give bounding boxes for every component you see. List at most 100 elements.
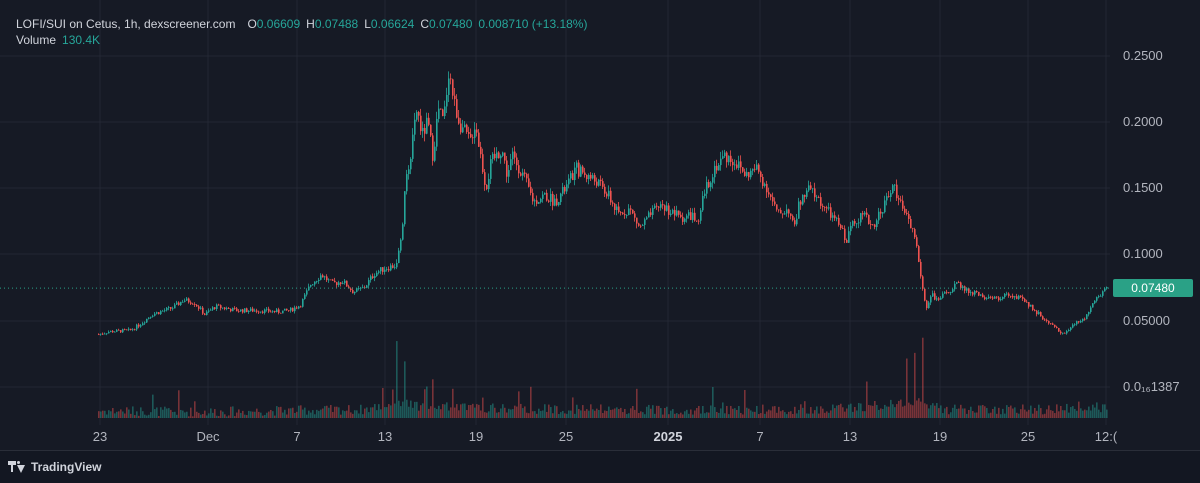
candle-body — [908, 214, 910, 219]
volume-bar — [1094, 407, 1096, 418]
candle-body — [528, 178, 530, 187]
x-tick-label: 7 — [293, 429, 300, 444]
volume-bar — [1082, 410, 1084, 418]
candle-body — [690, 212, 692, 220]
candle-body — [408, 169, 410, 175]
volume-bar — [654, 413, 656, 418]
volume-bar — [694, 410, 696, 418]
candle-body — [998, 297, 1000, 301]
candle-body — [386, 269, 388, 270]
candle-body — [760, 171, 762, 177]
high-value: 0.07488 — [314, 17, 359, 31]
candle-body — [792, 215, 794, 221]
candle-body — [224, 307, 226, 310]
y-tick-label: 0.05000 — [1123, 313, 1170, 328]
volume-bar — [142, 411, 144, 418]
candle-body — [564, 187, 566, 192]
candle-body — [442, 109, 444, 117]
volume-bar — [386, 407, 388, 418]
candle-body — [1020, 295, 1022, 297]
volume-bar — [678, 414, 680, 418]
volume-bar — [922, 337, 924, 418]
candle-body — [370, 276, 372, 281]
candle-body — [766, 183, 768, 193]
candle-body — [372, 276, 374, 278]
volume-bar — [600, 404, 602, 418]
candle-body — [278, 309, 280, 313]
candle-body — [536, 200, 538, 204]
candle-body — [226, 308, 228, 310]
volume-bar — [236, 412, 238, 418]
candle-body — [394, 267, 396, 269]
candle-body — [220, 305, 222, 309]
time-axis[interactable]: 23 Dec 7 13 19 25 2025 7 13 19 25 12:( — [93, 429, 1118, 444]
tradingview-logo[interactable]: TradingView — [8, 460, 101, 474]
volume-bar — [946, 406, 948, 418]
volume-bar — [558, 413, 560, 418]
candle-body — [592, 175, 594, 179]
price-chart[interactable]: 0.2500 0.2000 0.1500 0.1000 0.05000 0.0₁₆1387… — [0, 0, 1200, 450]
candle-body — [436, 118, 438, 147]
candle-body — [388, 269, 390, 271]
volume-bar — [484, 412, 486, 418]
volume-bar — [514, 405, 516, 418]
volume-bar — [720, 408, 722, 418]
candle-body — [1062, 332, 1064, 334]
candle-body — [418, 112, 420, 116]
volume-bar — [342, 410, 344, 418]
volume-bar — [966, 413, 968, 418]
y-tick-label: 0.0₁₆1387 — [1123, 379, 1180, 394]
volume-bar — [562, 410, 564, 418]
volume-bar — [1046, 409, 1048, 418]
volume-bar — [836, 405, 838, 418]
candle-body — [932, 293, 934, 297]
chart-area[interactable]: 0.2500 0.2000 0.1500 0.1000 0.05000 0.0₁₆1387… — [0, 0, 1200, 450]
volume-bar — [722, 402, 724, 418]
volume-bar — [478, 404, 480, 418]
volume-bar — [778, 406, 780, 418]
volume-bar — [166, 408, 168, 418]
volume-bar — [814, 410, 816, 418]
volume-bar — [284, 409, 286, 418]
volume-bar — [298, 405, 300, 418]
candle-body — [720, 158, 722, 166]
candle-body — [1048, 320, 1050, 324]
volume-bar — [672, 409, 674, 418]
volume-bar — [174, 411, 176, 418]
volume-series — [98, 337, 1108, 418]
candle-body — [342, 283, 344, 284]
volume-bar — [896, 404, 898, 418]
candle-body — [712, 177, 714, 183]
price-axis[interactable]: 0.2500 0.2000 0.1500 0.1000 0.05000 0.0₁₆1387 — [1123, 48, 1180, 394]
candle-body — [826, 207, 828, 209]
candle-body — [988, 296, 990, 299]
volume-bar — [1058, 411, 1060, 418]
candle-body — [892, 185, 894, 194]
candle-body — [986, 298, 988, 300]
volume-bar — [170, 409, 172, 418]
volume-bar — [204, 410, 206, 418]
volume-bar — [540, 410, 542, 418]
volume-bar — [822, 408, 824, 418]
candle-body — [244, 308, 246, 313]
candle-body — [346, 280, 348, 287]
candle-body — [952, 289, 954, 292]
candle-body — [496, 152, 498, 159]
volume-bar — [1084, 409, 1086, 418]
candle-body — [566, 184, 568, 192]
candle-body — [548, 200, 550, 202]
volume-bar — [426, 386, 428, 418]
candle-body — [730, 155, 732, 162]
low-value: 0.06624 — [370, 17, 415, 31]
candle-body — [666, 205, 668, 211]
candle-body — [188, 298, 190, 303]
candle-body — [344, 280, 346, 284]
candle-body — [392, 265, 394, 268]
volume-bar — [940, 405, 942, 418]
volume-bar — [424, 389, 426, 418]
volume-bar — [1020, 409, 1022, 418]
candle-body — [430, 124, 432, 136]
volume-bar — [276, 406, 278, 418]
candle-body — [362, 287, 364, 289]
volume-bar — [878, 409, 880, 418]
